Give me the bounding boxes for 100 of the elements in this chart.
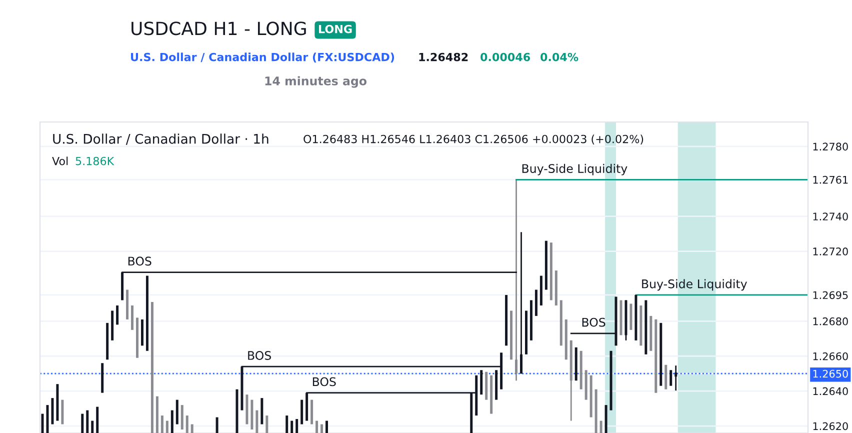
candlestick <box>654 319 658 393</box>
ref-line-label: BOS <box>128 256 152 266</box>
candlestick <box>140 319 144 346</box>
candlestick <box>166 420 168 433</box>
candlestick <box>96 406 99 433</box>
candlestick <box>256 410 258 433</box>
candlestick <box>106 322 109 360</box>
candlestick <box>660 322 662 386</box>
candlestick <box>310 400 314 424</box>
candlestick <box>604 405 608 433</box>
y-tick-label: 1.2680 <box>813 317 848 326</box>
candlestick <box>296 419 298 433</box>
candlestick <box>290 420 294 433</box>
candlestick <box>544 240 548 290</box>
candlestick <box>126 290 129 320</box>
candlestick <box>564 319 568 360</box>
candlestick <box>554 270 558 306</box>
y-tick-label: 1.2650 <box>813 370 848 378</box>
candlestick <box>534 290 538 316</box>
candlestick <box>524 310 528 354</box>
candlestick <box>131 305 134 330</box>
candlestick <box>186 416 188 433</box>
candlestick <box>610 350 612 410</box>
candlestick <box>644 300 648 354</box>
text: 0.00046 <box>480 52 530 62</box>
y-tick-label: 1.2740 <box>813 212 848 220</box>
candlestick <box>61 400 64 424</box>
candlestick <box>560 300 562 346</box>
candlestick <box>634 294 638 340</box>
y-tick-label: 1.2780 <box>813 142 848 151</box>
candlestick <box>160 416 164 433</box>
candlestick <box>176 400 178 424</box>
y-tick-label: 1.2660 <box>813 352 848 360</box>
candlestick <box>485 372 488 400</box>
candlestick <box>550 242 552 300</box>
candlestick <box>495 370 498 400</box>
ref-line-label: BOS <box>582 318 606 327</box>
candlestick <box>46 405 49 433</box>
candlestick <box>260 398 264 424</box>
candlestick <box>630 304 632 330</box>
candlestick <box>250 400 254 430</box>
text: LONG <box>319 24 352 34</box>
candlestick <box>650 316 652 351</box>
candlestick <box>510 310 513 360</box>
annotation: O1.26483 H1.26546 L1.26403 C1.26506 +0.00023 (+0.02%) <box>304 134 644 145</box>
candlestick <box>490 375 493 414</box>
text: U.S. Dollar / Canadian Dollar · 1h <box>53 134 268 145</box>
ref-line-label: Buy-Side Liquidity <box>522 164 628 176</box>
candlestick <box>81 414 84 433</box>
candlestick <box>286 416 288 433</box>
ref-line-label: Buy-Side Liquidity <box>642 279 747 291</box>
candlestick <box>584 370 588 400</box>
y-tick-label: 1.2620 <box>813 422 848 430</box>
candlestick <box>86 410 89 433</box>
candlestick <box>236 389 238 433</box>
candlestick <box>51 398 54 424</box>
y-tick-label: 1.2720 <box>813 248 848 256</box>
ref-line-label: BOS <box>248 351 271 360</box>
text: 0.04% <box>540 52 578 62</box>
candlestick <box>156 396 158 433</box>
candlestick <box>136 318 138 358</box>
candlestick <box>594 389 598 433</box>
y-tick-label: 1.2695 <box>813 291 848 300</box>
candlestick <box>116 305 119 325</box>
candlestick <box>520 231 522 374</box>
candlestick <box>216 417 218 433</box>
candlestick <box>540 276 542 306</box>
candlestick <box>530 300 532 340</box>
candlestick <box>316 420 318 433</box>
candlestick <box>480 370 483 395</box>
candlestick <box>190 424 194 433</box>
candlestick <box>620 300 622 336</box>
candlestick <box>580 350 582 390</box>
candlestick <box>91 420 94 433</box>
y-tick-label: 1.2640 <box>813 387 848 396</box>
candlestick <box>640 305 642 346</box>
text: U.S. Dollar / Canadian Dollar (FX:USDCAD) <box>131 52 394 63</box>
y-tick-label: 1.2761 <box>813 176 848 184</box>
ref-line-label: BOS <box>312 377 336 386</box>
candlestick <box>670 370 672 386</box>
annotation: 5.186K <box>76 156 114 166</box>
candlestick <box>246 394 248 424</box>
candlestick <box>170 410 174 433</box>
candlestick <box>41 414 44 433</box>
candlestick <box>674 364 678 392</box>
candlestick <box>664 364 668 390</box>
chart-title: USDCAD H1 - LONG <box>132 22 306 36</box>
candlestick <box>505 294 508 346</box>
annotation: Vol <box>52 156 68 166</box>
candlestick <box>590 375 592 418</box>
candlestick <box>180 405 184 430</box>
candlestick <box>515 178 518 382</box>
candlestick <box>101 363 104 393</box>
candlestick <box>326 420 328 433</box>
candlestick <box>111 310 114 340</box>
candlestick <box>266 416 268 433</box>
candlestick <box>300 400 304 424</box>
candlestick <box>146 276 148 351</box>
text: 14 minutes ago <box>265 76 367 88</box>
candlestick <box>574 347 578 381</box>
